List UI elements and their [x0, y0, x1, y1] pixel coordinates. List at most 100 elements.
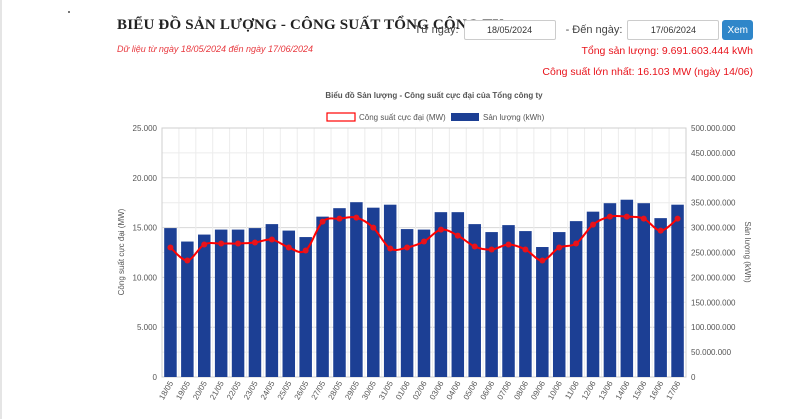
from-date-label: Từ ngày: [414, 24, 459, 36]
total-output-text: Tổng sản lượng: 9.691.603.444 kWh [581, 45, 753, 57]
bar-output [519, 231, 532, 377]
bar-output [671, 204, 684, 377]
bar-output [485, 232, 498, 377]
bar-output [569, 221, 583, 377]
x-tick-label: 11/06 [563, 379, 581, 401]
power-point [353, 214, 360, 221]
y-right-tick-label: 50.000.000 [691, 348, 732, 357]
power-point [539, 257, 546, 264]
x-tick-label: 16/06 [648, 379, 666, 401]
bar-output [552, 232, 566, 377]
power-point [404, 244, 411, 251]
bar-output [181, 241, 194, 377]
bar-output [333, 208, 346, 377]
x-tick-label: 18/05 [157, 379, 175, 401]
power-point [302, 247, 309, 254]
x-tick-label: 05/06 [462, 379, 480, 401]
y-left-tick-label: 15.000 [133, 224, 158, 233]
page-title: BIỂU ĐỒ SẢN LƯỢNG - CÔNG SUẤT TỔNG CÔNG … [117, 17, 504, 33]
legend-bar-item[interactable]: Sản lượng (kWh) [451, 113, 545, 122]
power-point [421, 238, 427, 245]
power-point [201, 241, 208, 248]
bar-output [536, 247, 549, 377]
power-point [640, 215, 647, 222]
legend-line-item[interactable]: Công suất cực đại (MW) [326, 112, 446, 122]
y-right-tick-label: 350.000.000 [691, 199, 736, 208]
x-tick-label: 30/05 [360, 379, 378, 401]
x-tick-label: 19/05 [174, 379, 192, 401]
bar-output [316, 216, 329, 377]
bar-output [282, 230, 296, 377]
power-point [606, 213, 613, 220]
decorative-dot [68, 11, 70, 13]
legend-line-label: Công suất cực đại (MW) [359, 113, 446, 122]
y-axis-left-label: Công suất cực đại (MW) [117, 208, 126, 295]
power-point [336, 215, 343, 222]
x-tick-label: 21/05 [208, 379, 226, 401]
bar-output [603, 203, 617, 377]
bars [164, 199, 684, 377]
power-point [657, 227, 664, 234]
max-power-text: Công suất lớn nhất: 16.103 MW (ngày 14/0… [542, 66, 753, 78]
power-point [370, 224, 377, 231]
x-tick-label: 03/06 [428, 379, 446, 401]
x-tick-label: 12/06 [580, 379, 598, 401]
bar-output [164, 228, 177, 377]
power-point [387, 245, 394, 252]
y-right-tick-label: 500.000.000 [691, 124, 736, 133]
x-tick-label: 17/06 [664, 379, 682, 401]
bar-output [214, 229, 228, 377]
legend-bar-swatch [451, 113, 479, 121]
bar-output [620, 199, 634, 377]
y-axis-right-label: Sản lượng (kWh) [743, 221, 752, 283]
power-point [488, 246, 495, 253]
legend-bar-label: Sản lượng (kWh) [483, 113, 545, 122]
power-point [623, 213, 630, 220]
power-point [235, 240, 242, 247]
bar-output [654, 218, 667, 377]
x-tick-label: 25/05 [276, 379, 294, 401]
from-date-input[interactable] [463, 20, 556, 40]
power-point [268, 236, 275, 243]
bar-output [502, 225, 515, 377]
x-tick-label: 04/06 [445, 379, 463, 401]
power-point [285, 244, 292, 251]
power-point [556, 244, 563, 251]
x-tick-label: 13/06 [597, 379, 615, 401]
bar-output [299, 237, 312, 377]
power-point [454, 232, 461, 239]
view-button[interactable]: Xem [722, 20, 753, 40]
y-right-tick-label: 100.000.000 [691, 323, 736, 332]
x-tick-label: 01/06 [394, 379, 412, 401]
page-edge [0, 0, 2, 419]
x-tick-label: 10/06 [546, 379, 564, 401]
bar-output [451, 212, 465, 377]
y-left-tick-label: 0 [153, 373, 158, 382]
x-tick-label: 02/06 [411, 379, 429, 401]
bar-output [383, 204, 397, 377]
power-point [251, 239, 258, 246]
y-left-tick-label: 25.000 [133, 124, 158, 133]
power-point [505, 241, 512, 248]
y-right-tick-label: 400.000.000 [691, 174, 736, 183]
bar-output [434, 212, 448, 377]
x-tick-label: 29/05 [343, 379, 361, 401]
x-tick-label: 31/05 [377, 379, 395, 401]
x-tick-label: 23/05 [242, 379, 260, 401]
chart-title: Biểu đồ Sản lượng - Công suất cực đại củ… [325, 91, 543, 100]
bar-output [265, 224, 279, 377]
y-right-tick-label: 450.000.000 [691, 149, 736, 158]
bar-output [367, 207, 380, 377]
y-right-tick-label: 0 [691, 373, 696, 382]
x-tick-label: 09/06 [529, 379, 547, 401]
bar-output [350, 202, 363, 377]
power-point [674, 215, 681, 222]
x-tick-label: 08/06 [512, 379, 530, 401]
bar-output [198, 234, 211, 377]
x-tick-label: 24/05 [259, 379, 277, 401]
power-point [184, 257, 191, 264]
to-date-input[interactable] [627, 20, 720, 40]
bar-output [468, 224, 481, 377]
bar-output [586, 211, 600, 377]
